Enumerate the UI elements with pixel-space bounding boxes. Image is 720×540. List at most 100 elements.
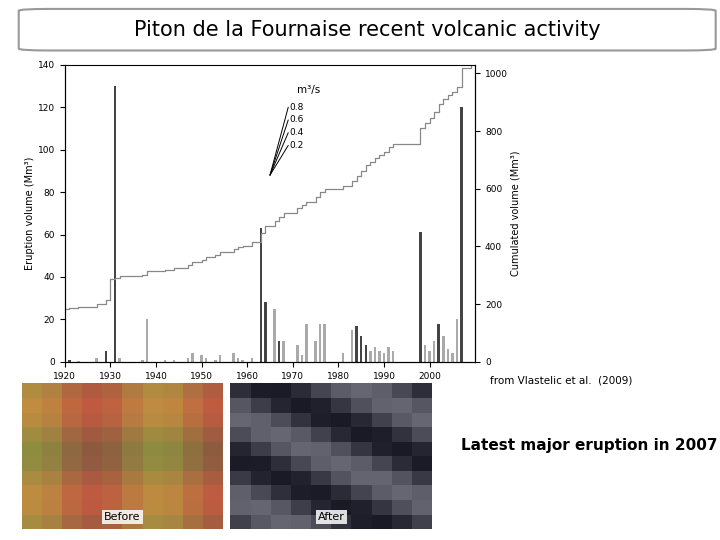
Bar bbox=[372, 485, 392, 500]
Bar bbox=[392, 500, 412, 515]
Bar bbox=[372, 500, 392, 515]
Bar bbox=[456, 319, 458, 362]
Bar bbox=[372, 413, 392, 427]
Bar bbox=[360, 336, 362, 362]
Bar bbox=[241, 360, 244, 362]
Bar bbox=[291, 413, 311, 427]
Bar bbox=[104, 351, 107, 362]
Bar bbox=[118, 357, 121, 362]
Bar bbox=[62, 398, 82, 413]
Bar bbox=[82, 413, 102, 427]
Bar bbox=[192, 353, 194, 362]
Bar bbox=[183, 485, 203, 500]
Bar bbox=[173, 360, 176, 362]
Bar bbox=[271, 413, 291, 427]
Bar bbox=[82, 485, 102, 500]
Bar bbox=[412, 413, 432, 427]
Bar bbox=[271, 500, 291, 515]
Bar bbox=[42, 485, 62, 500]
Text: m³/s: m³/s bbox=[297, 84, 320, 94]
Bar bbox=[372, 515, 392, 529]
Bar bbox=[291, 456, 311, 471]
Bar bbox=[291, 427, 311, 442]
Text: from Vlastelic et al.  (2009): from Vlastelic et al. (2009) bbox=[490, 375, 632, 386]
Bar bbox=[102, 427, 122, 442]
Bar bbox=[412, 485, 432, 500]
Bar bbox=[351, 427, 372, 442]
Bar bbox=[251, 442, 271, 456]
Bar bbox=[82, 515, 102, 529]
Bar bbox=[183, 500, 203, 515]
Bar bbox=[183, 471, 203, 485]
Bar bbox=[392, 398, 412, 413]
Bar bbox=[214, 360, 217, 362]
Bar bbox=[203, 456, 223, 471]
Bar bbox=[412, 456, 432, 471]
Bar bbox=[351, 330, 354, 362]
Bar bbox=[392, 515, 412, 529]
Bar bbox=[203, 427, 223, 442]
Bar bbox=[311, 471, 331, 485]
Bar bbox=[271, 515, 291, 529]
Bar bbox=[22, 456, 42, 471]
Bar bbox=[351, 485, 372, 500]
Bar bbox=[122, 471, 143, 485]
Bar bbox=[143, 398, 163, 413]
Bar bbox=[260, 228, 262, 362]
Bar bbox=[378, 351, 381, 362]
Bar bbox=[331, 398, 351, 413]
Bar bbox=[141, 360, 143, 362]
Bar bbox=[251, 500, 271, 515]
Bar bbox=[331, 427, 351, 442]
Bar bbox=[271, 383, 291, 398]
Bar bbox=[392, 413, 412, 427]
Bar bbox=[424, 345, 426, 362]
Bar bbox=[392, 351, 395, 362]
Bar bbox=[271, 485, 291, 500]
Bar bbox=[412, 383, 432, 398]
Bar bbox=[392, 456, 412, 471]
Bar bbox=[102, 471, 122, 485]
Bar bbox=[291, 398, 311, 413]
Text: After: After bbox=[318, 512, 345, 522]
Bar bbox=[143, 442, 163, 456]
Bar bbox=[230, 515, 251, 529]
Bar bbox=[311, 383, 331, 398]
Bar bbox=[77, 361, 80, 362]
Bar bbox=[163, 383, 183, 398]
Bar bbox=[331, 383, 351, 398]
Bar bbox=[331, 442, 351, 456]
Bar bbox=[442, 336, 444, 362]
Bar bbox=[251, 383, 271, 398]
Bar bbox=[356, 326, 358, 362]
Bar bbox=[291, 442, 311, 456]
Bar bbox=[62, 515, 82, 529]
Bar bbox=[237, 357, 239, 362]
Bar bbox=[82, 471, 102, 485]
Y-axis label: Cumulated volume (Mm³): Cumulated volume (Mm³) bbox=[510, 151, 521, 276]
Bar bbox=[82, 442, 102, 456]
Bar bbox=[372, 398, 392, 413]
Bar bbox=[374, 347, 376, 362]
Bar bbox=[230, 485, 251, 500]
Bar bbox=[22, 398, 42, 413]
Bar bbox=[419, 232, 422, 362]
Text: 0.6: 0.6 bbox=[289, 116, 304, 124]
Bar bbox=[62, 383, 82, 398]
Bar bbox=[62, 485, 82, 500]
Bar bbox=[102, 515, 122, 529]
Bar bbox=[22, 383, 42, 398]
Bar bbox=[82, 427, 102, 442]
Bar bbox=[163, 398, 183, 413]
Bar bbox=[251, 357, 253, 362]
Bar bbox=[143, 427, 163, 442]
Bar bbox=[102, 485, 122, 500]
Bar bbox=[122, 442, 143, 456]
Bar bbox=[331, 456, 351, 471]
Bar bbox=[369, 351, 372, 362]
Bar bbox=[68, 360, 71, 362]
Bar bbox=[163, 485, 183, 500]
Bar bbox=[114, 86, 116, 362]
Bar bbox=[122, 413, 143, 427]
Bar bbox=[22, 485, 42, 500]
